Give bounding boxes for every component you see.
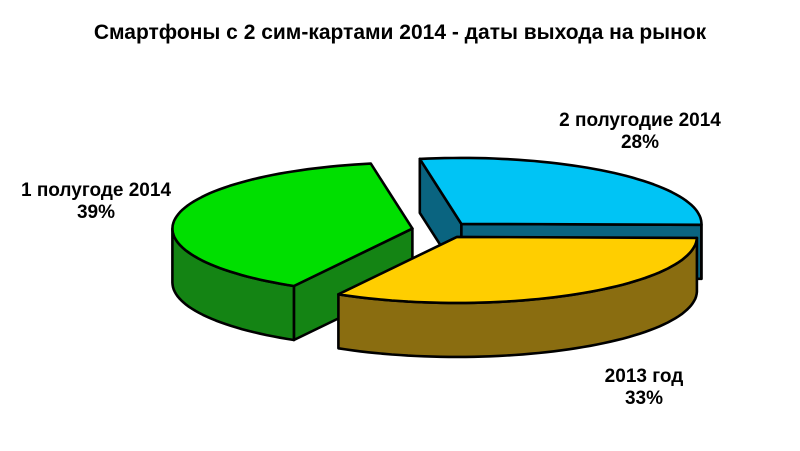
pie-slice-1-top[interactable] [337,235,699,305]
slice-label-2013-god: 2013 год 33% [605,366,684,410]
slice-label-1-polugode-2014: 1 полугоде 2014 39% [21,180,171,224]
pie-slice-2-top[interactable] [171,162,414,288]
slice-label-2-polugodie-2014: 2 полугодие 2014 28% [559,110,721,154]
slice-label-text: 1 полугоде 2014 [20,180,172,201]
slice-label-pct: 39% [76,202,116,223]
slice-label-text: 2013 год [604,366,684,387]
chart-title: Смартфоны с 2 сим-картами 2014 - даты вы… [93,21,707,44]
slice-label-pct: 28% [620,132,660,153]
slice-label-pct: 33% [624,388,664,409]
slice-label-text: 2 полугодие 2014 [559,110,721,131]
pie-slice-0-top[interactable] [418,156,703,227]
